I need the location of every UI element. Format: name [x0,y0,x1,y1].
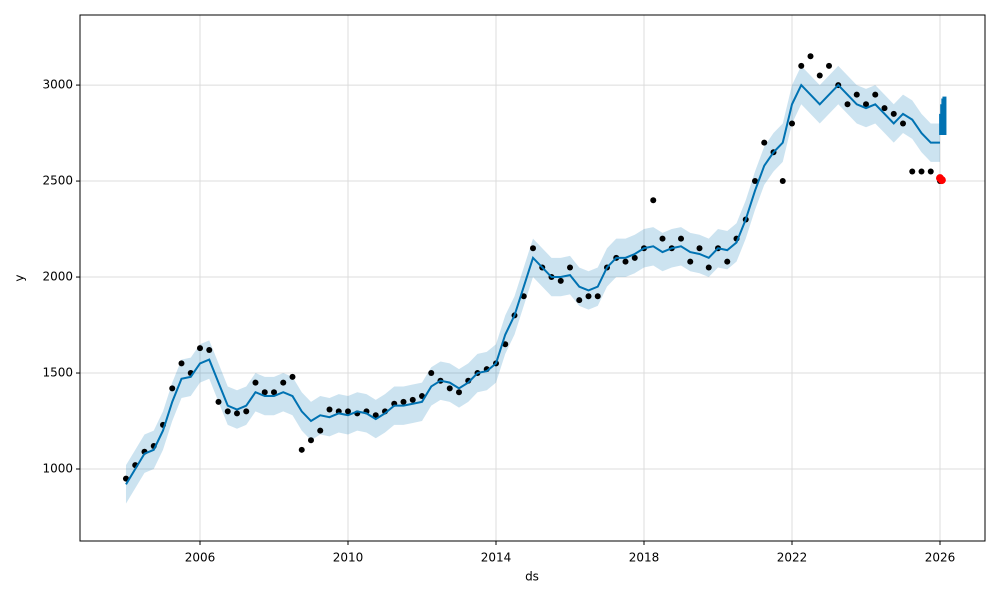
y-tick-label: 3000 [42,78,73,92]
observed-point [317,427,324,434]
observed-point [169,385,176,392]
observed-point [243,408,250,415]
observed-point [927,168,934,175]
observed-point [326,406,333,413]
observed-point [752,178,759,185]
observed-point [400,398,407,405]
observed-point [631,254,638,261]
observed-point [826,62,833,69]
plot-frame [79,14,986,542]
observed-point [270,389,277,396]
y-tick-label: 1000 [42,462,73,476]
observed-point [650,197,657,204]
observed-point [705,264,712,271]
observed-point [900,120,907,127]
trend-line [125,83,941,485]
observed-point [344,408,351,415]
observed-point [206,346,213,353]
uncertainty-band [125,65,941,504]
x-tick-label: 2022 [777,551,808,565]
observed-point [779,178,786,185]
observed-point [372,412,379,419]
observed-point [890,110,897,117]
x-tick-label: 2014 [481,551,512,565]
observed-point [233,410,240,417]
observed-point [798,62,805,69]
observed-point [409,396,416,403]
y-tick-label: 2500 [42,174,73,188]
observed-point [557,277,564,284]
observed-point [455,389,462,396]
observed-point [687,258,694,265]
observed-point [872,91,879,98]
x-axis-label: ds [525,570,539,584]
x-tick-label: 2018 [629,551,660,565]
observed-point [252,379,259,386]
observed-point [909,168,916,175]
observed-point [724,258,731,265]
observed-point [576,297,583,304]
observed-point [789,120,796,127]
actual-point [937,176,946,185]
observed-point [196,345,203,352]
x-tick-label: 2026 [925,551,956,565]
observed-point [178,360,185,367]
observed-point [761,139,768,146]
observed-point [307,437,314,444]
observed-point [428,370,435,377]
observed-point [289,373,296,380]
observed-point [224,408,231,415]
observed-point [585,293,592,300]
observed-point [446,385,453,392]
x-tick-label: 2010 [333,551,364,565]
observed-point [918,168,925,175]
y-tick-label: 1500 [42,366,73,380]
observed-point [502,341,509,348]
observed-point [863,101,870,108]
observed-point [659,235,666,242]
x-tick-label: 2006 [185,551,216,565]
observed-point [215,398,222,405]
observed-point [807,53,814,60]
observed-point [696,245,703,252]
observed-point [622,258,629,265]
observed-point [881,105,888,112]
observed-point [280,379,287,386]
observed-point [844,101,851,108]
observed-point [594,293,601,300]
y-tick-label: 2000 [42,270,73,284]
observed-point [816,72,823,79]
observed-point [520,293,527,300]
y-axis-label: y [13,274,27,281]
observed-point [853,91,860,98]
observed-point [261,389,268,396]
observed-point [529,245,536,252]
observed-point [298,446,305,453]
observed-point [678,235,685,242]
observed-point [567,264,574,271]
